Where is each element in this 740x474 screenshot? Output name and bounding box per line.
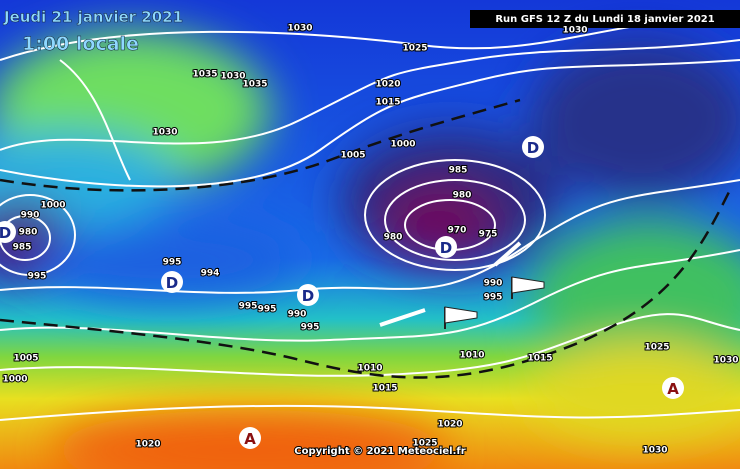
center-marker <box>161 271 183 293</box>
pressure-center: A <box>244 430 256 448</box>
isobar-label: 990 <box>288 310 307 320</box>
pressure-center: D <box>166 274 178 292</box>
pressure-center: D <box>0 224 11 242</box>
wind-arrow <box>379 308 426 327</box>
isobar-label: 1035 <box>192 70 217 80</box>
run-info: Run GFS 12 Z du Lundi 18 janvier 2021 <box>495 14 714 25</box>
isobar-label: 980 <box>19 228 38 238</box>
isobar-label: 1015 <box>375 98 400 108</box>
isobar-label: 1005 <box>340 151 365 161</box>
isobar-label: 1025 <box>644 343 669 353</box>
pressure-center: D <box>527 139 539 157</box>
isobar-label: 990 <box>21 211 40 221</box>
copyright: Copyright © 2021 Meteociel.fr <box>294 446 465 457</box>
center-marker <box>0 221 16 243</box>
center-marker <box>435 236 457 258</box>
isobar-label: 980 <box>453 191 472 201</box>
isobar-label: 970 <box>448 226 467 236</box>
isobar-label: 1030 <box>713 356 738 366</box>
isobar-label: 1030 <box>152 128 177 138</box>
isobar-label: 990 <box>484 279 503 289</box>
isobar-label: 985 <box>13 243 32 253</box>
front-line <box>0 98 732 379</box>
center-marker <box>522 136 544 158</box>
date: Jeudi 21 janvier 2021 <box>3 8 183 26</box>
isobar-label: 1020 <box>437 420 462 430</box>
center-marker <box>239 427 261 449</box>
isobar-label: 995 <box>239 302 258 312</box>
isobar-label: 995 <box>301 323 320 333</box>
isobar-label: 1025 <box>412 439 437 449</box>
isobar-label: 1030 <box>220 72 245 82</box>
isobar-label: 1010 <box>459 351 484 361</box>
pressure-center: D <box>440 239 452 257</box>
wind-sock <box>444 306 478 324</box>
run-box <box>470 10 740 28</box>
isobar-label: 995 <box>258 305 277 315</box>
isobar-label: 1025 <box>402 44 427 54</box>
pressure-center: A <box>667 380 679 398</box>
isobar-label: 1000 <box>2 375 27 385</box>
isobar-label: 975 <box>479 230 498 240</box>
isobar-label: 995 <box>28 272 47 282</box>
isobar-label: 994 <box>201 269 220 279</box>
isobar-label: 985 <box>449 166 468 176</box>
center-marker <box>297 284 319 306</box>
isobar-label: 980 <box>384 233 403 243</box>
center-marker <box>662 377 684 399</box>
isobar-label: 1020 <box>375 80 400 90</box>
wind-arrow <box>493 241 522 267</box>
isobar-label: 1035 <box>242 80 267 90</box>
isobar-label: 995 <box>163 258 182 268</box>
pressure-center: D <box>302 287 314 305</box>
isobar-label: 995 <box>484 293 503 303</box>
isobar-label: 1015 <box>527 354 552 364</box>
isobar-label: 1030 <box>287 24 312 34</box>
wind-sock <box>511 276 545 294</box>
isobar-label: 1005 <box>13 354 38 364</box>
isobar-label: 1030 <box>562 26 587 36</box>
isobar-label: 1000 <box>390 140 415 150</box>
isobar-label: 1030 <box>642 446 667 456</box>
time: 1:00 locale <box>22 33 139 55</box>
isobar-label: 1015 <box>372 384 397 394</box>
isobar-label: 1000 <box>40 201 65 211</box>
isobar-label: 1010 <box>357 364 382 374</box>
isobar-label: 1020 <box>135 440 160 450</box>
isobars <box>0 14 740 421</box>
